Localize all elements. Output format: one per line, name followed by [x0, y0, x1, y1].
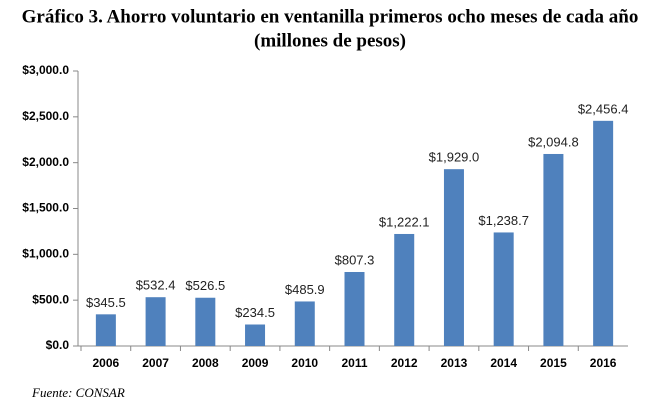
bar	[195, 297, 216, 346]
x-tick-label: 2009	[242, 356, 269, 370]
chart-title: Gráfico 3. Ahorro voluntario en ventanil…	[22, 6, 639, 27]
x-tick-label: 2016	[590, 356, 617, 370]
value-label: $345.5	[86, 295, 126, 310]
x-tick-label: 2007	[142, 356, 169, 370]
value-label: $526.5	[185, 278, 225, 293]
y-tick-label: $1,500.0	[22, 201, 69, 215]
x-tick-label: 2011	[341, 356, 367, 370]
bar	[443, 169, 464, 346]
y-tick-label: $3,000.0	[22, 63, 69, 77]
bar	[543, 153, 564, 346]
bar	[294, 301, 315, 346]
bar	[394, 233, 415, 346]
x-tick-label: 2010	[291, 356, 318, 370]
y-tick-label: $2,500.0	[22, 109, 69, 123]
x-tick-label: 2012	[391, 356, 418, 370]
value-label: $532.4	[136, 278, 176, 293]
y-tick-label: $1,000.0	[22, 247, 69, 261]
x-tick-label: 2006	[93, 356, 120, 370]
chart-subtitle: (millones de pesos)	[254, 30, 406, 51]
bar	[593, 120, 614, 346]
value-label: $234.5	[235, 305, 275, 320]
bar	[145, 297, 166, 346]
x-tick-label: 2008	[192, 356, 219, 370]
y-tick-label: $2,000.0	[22, 155, 69, 169]
value-label: $1,238.7	[478, 213, 529, 228]
source-note: Fuente: CONSAR	[31, 385, 125, 400]
value-label: $485.9	[285, 282, 325, 297]
value-label: $2,094.8	[528, 134, 579, 149]
value-label: $2,456.4	[578, 101, 629, 116]
bar	[95, 314, 116, 346]
x-tick-label: 2015	[540, 356, 567, 370]
y-tick-label: $500.0	[32, 292, 69, 306]
value-label: $1,222.1	[379, 214, 430, 229]
value-label: $807.3	[335, 252, 375, 267]
x-tick-label: 2013	[441, 356, 468, 370]
x-tick-label: 2014	[490, 356, 517, 370]
y-tick-label: $0.0	[46, 338, 70, 352]
value-label: $1,929.0	[429, 150, 480, 165]
bar	[245, 324, 266, 346]
bar	[493, 232, 514, 346]
bar	[344, 271, 365, 346]
